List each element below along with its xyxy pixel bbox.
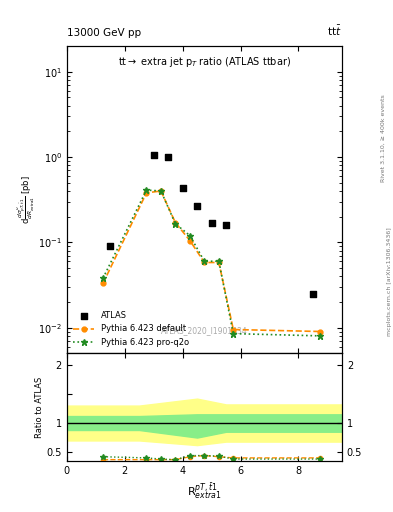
ATLAS xyxy=(165,153,171,161)
Y-axis label: d$\frac{d\sigma^{u}_{pT,\bar{t}1}}{dR_{extra1}}$ [pb]: d$\frac{d\sigma^{u}_{pT,\bar{t}1}}{dR_{e… xyxy=(16,175,37,224)
Pythia 6.423 pro-q2o xyxy=(173,221,178,227)
Pythia 6.423 default xyxy=(173,220,178,226)
Line: Pythia 6.423 default: Pythia 6.423 default xyxy=(101,188,323,334)
Pythia 6.423 default xyxy=(217,260,221,266)
Pythia 6.423 default xyxy=(158,188,163,194)
Text: tt$\to$ extra jet p$_T$ ratio (ATLAS ttbar): tt$\to$ extra jet p$_T$ ratio (ATLAS ttb… xyxy=(118,55,291,69)
ATLAS xyxy=(310,290,316,298)
Pythia 6.423 default xyxy=(318,328,323,334)
Pythia 6.423 pro-q2o xyxy=(144,187,149,193)
Text: ATLAS_2020_I1901434: ATLAS_2020_I1901434 xyxy=(161,326,248,335)
ATLAS xyxy=(151,151,157,159)
Pythia 6.423 pro-q2o xyxy=(231,331,236,337)
ATLAS xyxy=(223,221,229,229)
Text: tt$\bar{t}$: tt$\bar{t}$ xyxy=(327,24,342,38)
Pythia 6.423 pro-q2o xyxy=(318,333,323,339)
Pythia 6.423 pro-q2o xyxy=(158,188,163,194)
Pythia 6.423 pro-q2o xyxy=(187,232,192,239)
Legend: ATLAS, Pythia 6.423 default, Pythia 6.423 pro-q2o: ATLAS, Pythia 6.423 default, Pythia 6.42… xyxy=(71,309,192,349)
ATLAS xyxy=(194,201,200,209)
Text: mcplots.cern.ch [arXiv:1306.3436]: mcplots.cern.ch [arXiv:1306.3436] xyxy=(387,227,391,336)
ATLAS xyxy=(107,242,114,250)
Pythia 6.423 pro-q2o xyxy=(217,258,221,264)
Pythia 6.423 default xyxy=(144,190,149,196)
Pythia 6.423 default xyxy=(187,238,192,244)
Line: Pythia 6.423 pro-q2o: Pythia 6.423 pro-q2o xyxy=(99,186,324,339)
Pythia 6.423 default xyxy=(231,327,236,333)
Pythia 6.423 pro-q2o xyxy=(101,275,105,281)
X-axis label: R$^{pT,\bar{t}1}_{extra1}$: R$^{pT,\bar{t}1}_{extra1}$ xyxy=(187,481,222,501)
Pythia 6.423 default xyxy=(202,260,207,266)
Text: Rivet 3.1.10, ≥ 400k events: Rivet 3.1.10, ≥ 400k events xyxy=(381,94,386,182)
Text: 13000 GeV pp: 13000 GeV pp xyxy=(67,28,141,38)
Y-axis label: Ratio to ATLAS: Ratio to ATLAS xyxy=(35,376,44,438)
ATLAS xyxy=(180,184,186,193)
Pythia 6.423 pro-q2o xyxy=(202,258,207,264)
ATLAS xyxy=(208,219,215,227)
Pythia 6.423 default xyxy=(101,280,105,286)
